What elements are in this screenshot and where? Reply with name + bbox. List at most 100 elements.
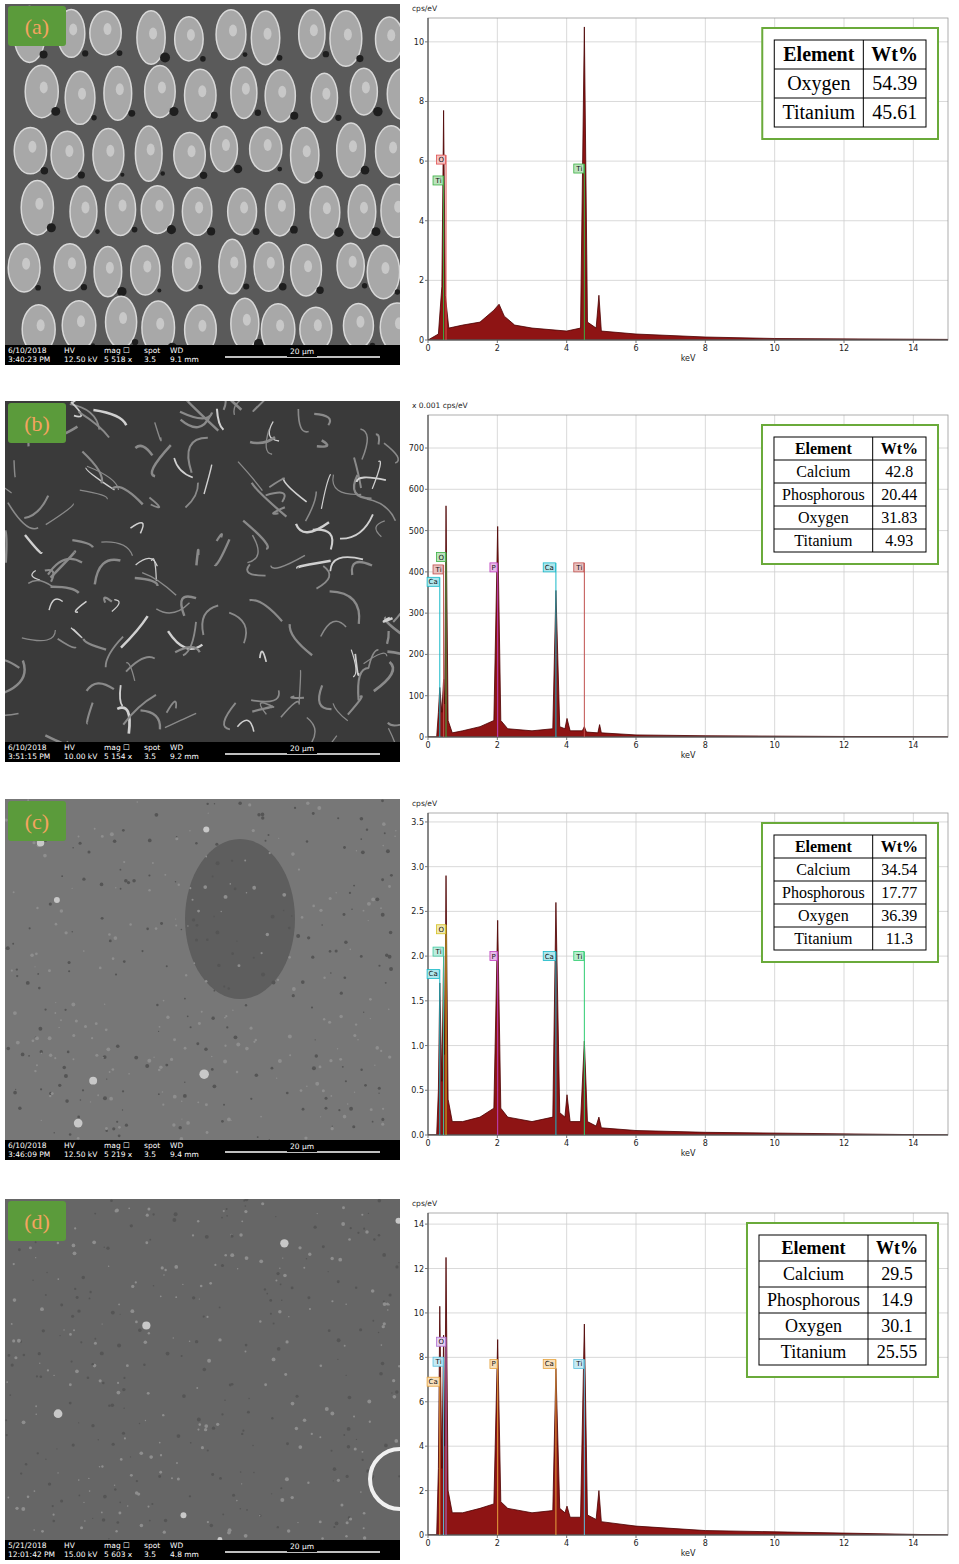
eds-table-frame bbox=[762, 823, 938, 962]
sem-speck bbox=[78, 835, 80, 837]
peak-label-box bbox=[427, 577, 439, 586]
sem-speck bbox=[260, 1116, 262, 1118]
peak-label-patch bbox=[433, 1357, 443, 1366]
plot-background bbox=[428, 813, 948, 1135]
sem-speck bbox=[261, 816, 264, 819]
table-cell: Phosphorous bbox=[767, 1290, 860, 1310]
sem-speck bbox=[352, 1125, 355, 1128]
sem-fiber bbox=[104, 598, 112, 603]
sem-speck bbox=[389, 1293, 392, 1296]
sem-speck bbox=[213, 1084, 217, 1088]
sem-fiber bbox=[269, 478, 284, 487]
sem-particle bbox=[203, 826, 209, 832]
sem-background bbox=[5, 799, 400, 1140]
sem-speck bbox=[160, 922, 163, 925]
sem-speck bbox=[244, 1210, 247, 1213]
sem-speck bbox=[49, 902, 52, 905]
sem-grain-top bbox=[158, 82, 166, 94]
sem-speck bbox=[340, 992, 343, 995]
sem-fiber bbox=[80, 490, 108, 499]
peak-label-patch bbox=[437, 1337, 446, 1346]
sem-speck bbox=[115, 973, 117, 975]
sem-fiber bbox=[333, 703, 348, 720]
table-cell: 45.61 bbox=[872, 101, 917, 123]
tick-label: 14 bbox=[908, 344, 918, 353]
sem-fiber bbox=[181, 596, 196, 615]
sem-speck bbox=[115, 887, 117, 889]
sem-fiber bbox=[250, 437, 275, 443]
sem-speck bbox=[307, 1482, 309, 1484]
sem-speck bbox=[383, 1302, 387, 1306]
sem-speck bbox=[277, 1347, 281, 1351]
sem-pore bbox=[40, 50, 48, 58]
sem-speck bbox=[296, 934, 300, 938]
sem-fiber bbox=[24, 496, 48, 518]
tick-label: 2 bbox=[495, 1139, 500, 1148]
sem-speck bbox=[383, 1300, 385, 1302]
tick-label: 0.5 bbox=[411, 1086, 424, 1095]
sem-fiber bbox=[45, 735, 68, 742]
sem-fiber bbox=[247, 564, 265, 575]
sem-speck bbox=[190, 1026, 192, 1028]
tick-label: 10 bbox=[414, 1309, 424, 1318]
sem-fiber bbox=[25, 535, 41, 553]
sem-fiber bbox=[117, 708, 129, 734]
sem-speck bbox=[338, 1109, 340, 1111]
sem-speck bbox=[224, 1017, 226, 1019]
info-text: 3:40:23 PM bbox=[8, 355, 50, 364]
sem-speck bbox=[159, 1471, 162, 1474]
sem-fiber bbox=[5, 530, 6, 562]
sem-speck bbox=[389, 931, 392, 934]
sem-speck bbox=[111, 1311, 115, 1315]
table-rule bbox=[872, 835, 873, 950]
sem-speck bbox=[295, 1427, 298, 1430]
sem-speck bbox=[165, 1064, 168, 1067]
sem-speck bbox=[13, 1091, 17, 1095]
sem-speck bbox=[223, 1210, 225, 1212]
sem-speck bbox=[34, 1070, 36, 1072]
sem-speck bbox=[120, 1458, 123, 1461]
peak-label-box bbox=[427, 1377, 439, 1386]
sem-speck bbox=[111, 1403, 115, 1407]
sem-speck bbox=[61, 875, 63, 877]
sem-speck bbox=[152, 1213, 154, 1215]
sem-speck bbox=[140, 1524, 144, 1528]
sem-pore bbox=[290, 112, 298, 120]
sem-fiber bbox=[260, 703, 274, 715]
table-border bbox=[774, 40, 926, 127]
x-axis-title: keV bbox=[681, 1549, 696, 1558]
sem-speck bbox=[67, 1051, 70, 1054]
sem-speck bbox=[13, 1263, 15, 1265]
sem-grain bbox=[70, 186, 97, 237]
sem-speck bbox=[113, 840, 116, 843]
info-bar bbox=[5, 1540, 400, 1560]
sem-speck bbox=[224, 1399, 226, 1401]
sem-fiber bbox=[71, 401, 90, 403]
peak-line bbox=[555, 563, 556, 737]
table-cell: 14.9 bbox=[881, 1290, 913, 1310]
sem-fiber bbox=[79, 412, 109, 438]
sem-fiber bbox=[314, 414, 330, 425]
scale-label: 20 μm bbox=[290, 1542, 314, 1551]
sem-speck bbox=[325, 1407, 329, 1411]
sem-speck bbox=[35, 1241, 37, 1243]
grid-line bbox=[566, 415, 567, 737]
sem-grain bbox=[291, 245, 322, 297]
sem-fiber bbox=[156, 603, 189, 613]
sem-speck bbox=[226, 1026, 228, 1028]
sem-speck bbox=[321, 1537, 324, 1540]
sem-speck bbox=[120, 1314, 121, 1315]
peak-line bbox=[497, 563, 498, 737]
sem-speck bbox=[46, 1272, 47, 1273]
sem-speck bbox=[378, 965, 380, 967]
tick-label: 4 bbox=[564, 741, 569, 750]
sem-speck bbox=[333, 1480, 334, 1481]
sem-speck bbox=[136, 801, 138, 803]
peak-label: Ti bbox=[433, 1357, 443, 1366]
sem-fiber bbox=[348, 696, 362, 714]
grid-line bbox=[428, 1135, 948, 1136]
sem-pore bbox=[362, 283, 367, 288]
sem-pore bbox=[372, 227, 381, 236]
sem-speck bbox=[18, 1248, 21, 1251]
sem-speck bbox=[321, 924, 323, 926]
